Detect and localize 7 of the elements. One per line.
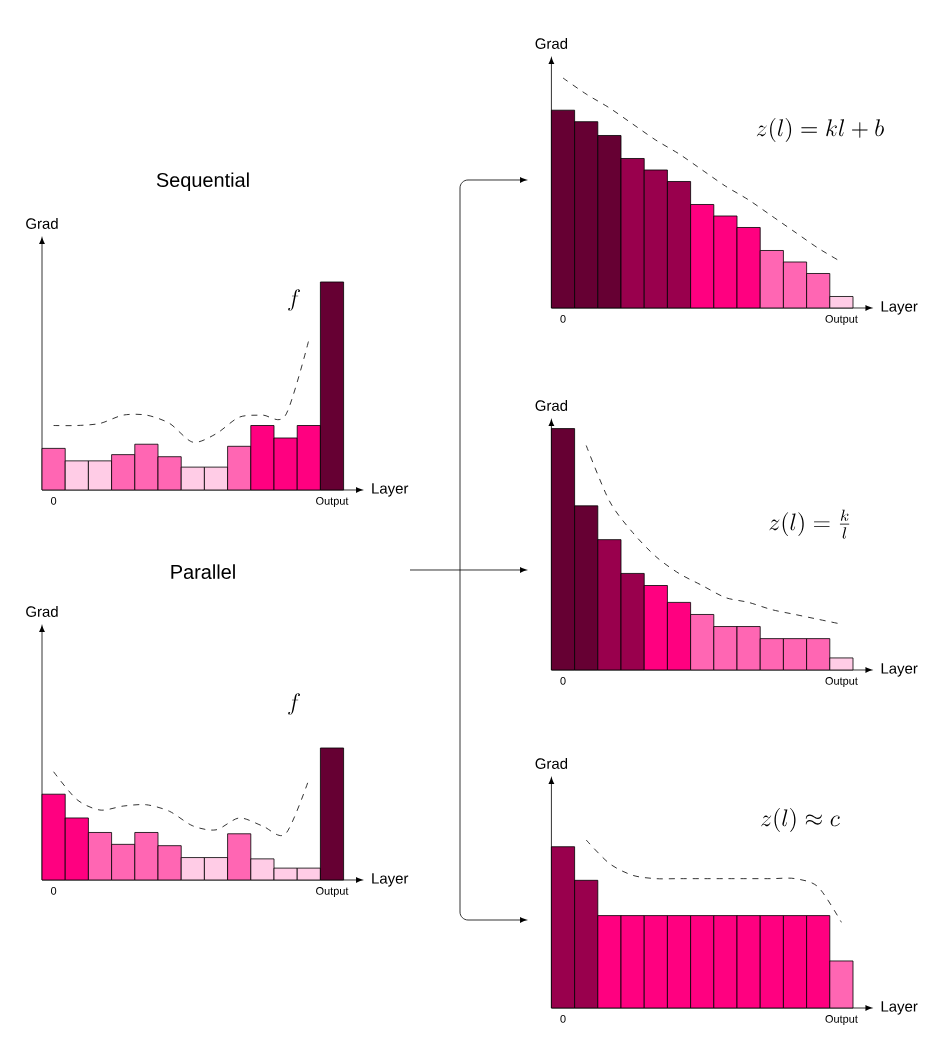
chart-title: Parallel [171,564,235,579]
text: $z(l) \approx c$ [761,808,840,832]
annotation: $f$ [288,289,301,311]
annotation: $z(l) = \frac{k}{l}$ [769,509,850,539]
annotation: $z(l) = kl + b$ [756,118,884,142]
chart-title: Sequential [156,172,249,191]
text: $f$ [288,693,301,715]
